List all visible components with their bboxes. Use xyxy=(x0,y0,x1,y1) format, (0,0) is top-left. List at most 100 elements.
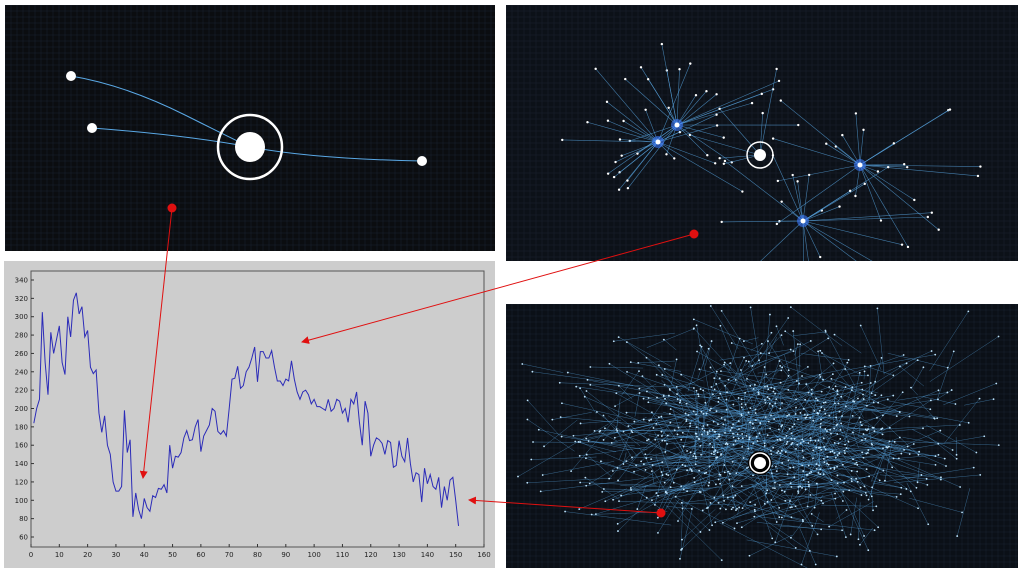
node xyxy=(858,417,861,419)
edge xyxy=(749,427,754,435)
edge xyxy=(757,516,875,531)
node xyxy=(517,475,519,478)
x-tick-label: 40 xyxy=(140,551,149,559)
edge xyxy=(747,350,794,367)
edge xyxy=(663,395,681,408)
node xyxy=(827,337,830,340)
edge xyxy=(869,436,985,457)
edge xyxy=(750,484,796,507)
edge xyxy=(871,471,879,488)
node xyxy=(829,451,832,453)
edge xyxy=(527,419,575,452)
node xyxy=(620,494,623,497)
node xyxy=(802,520,804,523)
edge xyxy=(791,442,831,469)
edge xyxy=(748,361,762,389)
edge xyxy=(726,409,778,417)
node xyxy=(586,378,589,381)
node xyxy=(863,182,866,186)
edge xyxy=(643,454,680,465)
node xyxy=(898,436,901,439)
node xyxy=(850,480,853,483)
edge xyxy=(666,461,679,475)
edge xyxy=(744,375,773,407)
node xyxy=(780,334,783,337)
edge xyxy=(765,448,833,473)
edge xyxy=(802,216,928,222)
node xyxy=(770,453,773,455)
edge xyxy=(817,476,870,488)
node xyxy=(728,472,731,475)
node xyxy=(693,477,696,479)
node xyxy=(842,490,845,493)
node xyxy=(874,394,877,397)
node xyxy=(710,340,713,342)
node xyxy=(781,402,783,404)
edge xyxy=(647,79,678,126)
node xyxy=(616,522,619,525)
node xyxy=(844,536,847,538)
edge xyxy=(720,370,782,380)
edge xyxy=(790,474,807,484)
node xyxy=(956,535,959,537)
node xyxy=(851,386,854,389)
edge xyxy=(718,477,725,480)
node xyxy=(662,394,665,397)
node xyxy=(807,391,810,394)
node xyxy=(532,441,534,443)
node xyxy=(860,494,863,496)
node xyxy=(809,416,812,419)
edge xyxy=(719,453,754,484)
edge xyxy=(719,108,761,156)
node xyxy=(719,507,722,510)
edge xyxy=(812,454,838,462)
edge xyxy=(613,141,659,178)
node xyxy=(630,489,632,491)
edge xyxy=(580,441,655,476)
edge xyxy=(658,465,679,511)
node xyxy=(718,107,721,110)
node xyxy=(830,479,833,482)
node xyxy=(824,428,827,430)
node xyxy=(695,432,698,435)
node xyxy=(685,402,688,405)
edge xyxy=(775,394,876,438)
edge xyxy=(859,164,939,230)
node xyxy=(588,482,591,485)
edge xyxy=(676,419,693,470)
node xyxy=(656,516,659,519)
node xyxy=(730,426,733,429)
node xyxy=(681,431,684,434)
node xyxy=(665,402,668,405)
node xyxy=(823,408,826,411)
node xyxy=(774,487,776,490)
edge xyxy=(677,362,731,391)
y-tick-label: 140 xyxy=(15,460,28,468)
node xyxy=(774,392,777,395)
node xyxy=(744,403,747,406)
edge xyxy=(885,453,893,468)
node xyxy=(660,435,663,437)
node xyxy=(767,420,770,423)
node xyxy=(772,390,775,393)
edge xyxy=(871,411,919,455)
node xyxy=(749,501,752,504)
node xyxy=(934,455,937,458)
edge xyxy=(741,416,749,447)
edge xyxy=(793,391,811,419)
node xyxy=(699,491,702,493)
node xyxy=(699,444,702,447)
node xyxy=(595,411,598,413)
node xyxy=(615,428,618,431)
focus-ring xyxy=(746,141,774,169)
edge xyxy=(728,379,769,393)
edge xyxy=(855,113,861,166)
node xyxy=(605,100,609,104)
focus-ring xyxy=(216,113,284,181)
node xyxy=(861,388,864,391)
edge xyxy=(623,120,659,143)
node xyxy=(766,385,769,388)
node xyxy=(706,433,709,435)
edge xyxy=(830,492,847,538)
edge xyxy=(802,220,903,245)
